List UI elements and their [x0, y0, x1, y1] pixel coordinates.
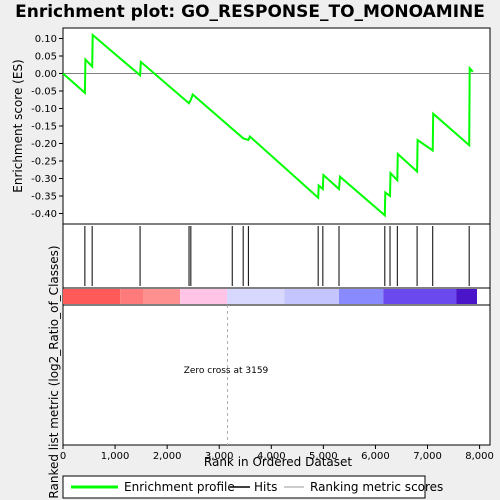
y-tick-label: -0.20: [31, 139, 57, 150]
x-axis: 0 1,000 2,000 3,000 4,000 5,000 6,000 7,000 8,00…: [60, 445, 494, 462]
y-tick-label: -0.15: [31, 122, 57, 133]
es-plot-area: [62, 27, 491, 225]
x-tick-label: 2,000: [153, 451, 182, 462]
y-tick-label: 0.10: [35, 34, 57, 45]
legend-ranking-label: Ranking metric scores: [310, 480, 443, 494]
y-tick-label: -0.25: [31, 157, 57, 168]
hit-markers: [84, 226, 470, 286]
y-tick-label: -0.10: [31, 104, 57, 115]
es-y-axis: 0.10 0.05 0.00 -0.05 -0.10 -0.15 -0.20 -0.25 -0.…: [31, 34, 63, 220]
y-tick-label: 0.00: [35, 69, 57, 80]
ranking-heatmap: [62, 287, 491, 306]
x-tick-label: 5,000: [309, 451, 338, 462]
legend: Enrichment profile Hits Ranking metric s…: [62, 475, 443, 499]
heatmap-segment: [338, 289, 384, 304]
x-tick-label: 0: [60, 451, 66, 462]
legend-hits-label: Hits: [254, 480, 277, 494]
hits-plot-area: [62, 223, 491, 289]
heatmap-segment: [383, 289, 457, 304]
es-y-axis-label: Enrichment score (ES): [11, 59, 25, 192]
chart-title: Enrichment plot: GO_RESPONSE_TO_MONOAMIN…: [15, 2, 485, 22]
heatmap-segment: [456, 289, 477, 304]
legend-enrichment-label: Enrichment profile: [124, 480, 235, 494]
heatmap-segment: [180, 289, 228, 304]
ranked-metric-panel: Zero cross at 3159 Ranked list metric (l…: [47, 245, 494, 498]
y-tick-label: -0.40: [31, 209, 57, 220]
x-tick-label: 7,000: [413, 451, 442, 462]
heatmap-segment: [63, 289, 121, 304]
zero-cross-annotation: Zero cross at 3159: [184, 366, 269, 376]
ranked-metric-y-label: Ranked list metric (log2_Ratio_of_Classe…: [47, 245, 61, 498]
x-tick-label: 1,000: [101, 451, 130, 462]
x-tick-label: 4,000: [257, 451, 286, 462]
y-tick-label: 0.05: [35, 52, 57, 63]
heatmap-segment: [284, 289, 339, 304]
y-tick-label: -0.05: [31, 87, 57, 98]
enrichment-profile-line: [62, 32, 474, 218]
x-tick-label: 6,000: [361, 451, 390, 462]
x-tick-label: 8,000: [465, 451, 494, 462]
y-tick-label: -0.35: [31, 192, 57, 203]
heatmap-segment: [143, 289, 181, 304]
x-axis-label: Rank in Ordered Dataset: [204, 455, 352, 469]
x-tick-label: 3,000: [205, 451, 234, 462]
ranked-metric-area: [62, 304, 491, 446]
heatmap-segment: [227, 289, 285, 304]
y-tick-label: -0.30: [31, 174, 57, 185]
hits-panel: [62, 223, 491, 289]
enrichment-score-panel: 0.10 0.05 0.00 -0.05 -0.10 -0.15 -0.20 -0.25 -0.…: [11, 27, 491, 225]
heatmap-segments: [63, 289, 477, 304]
heatmap-segment: [120, 289, 144, 304]
